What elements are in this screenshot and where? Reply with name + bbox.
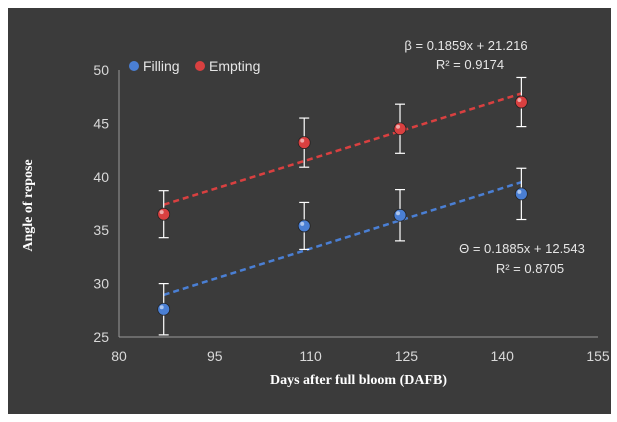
data-point-highlight bbox=[300, 138, 305, 143]
legend-marker-filling bbox=[129, 61, 139, 71]
data-point-filling bbox=[297, 219, 311, 233]
data-point-filling bbox=[514, 187, 528, 201]
trendline-filling bbox=[163, 180, 522, 297]
data-points bbox=[157, 95, 528, 316]
data-point-empting bbox=[157, 207, 171, 221]
data-point-empting bbox=[514, 95, 528, 109]
data-point-empting bbox=[297, 136, 311, 150]
legend-marker-empting bbox=[195, 61, 205, 71]
x-tick-label: 110 bbox=[299, 348, 322, 364]
y-tick-label: 35 bbox=[93, 222, 109, 238]
x-axis-title: Days after full bloom (DAFB) bbox=[270, 373, 447, 388]
y-tick-label: 45 bbox=[93, 115, 109, 131]
x-tick-label: 95 bbox=[207, 348, 223, 364]
y-axis-title: Angle of repose bbox=[21, 159, 36, 251]
y-tick-label: 30 bbox=[93, 276, 109, 292]
x-tick-label: 125 bbox=[395, 348, 419, 364]
y-tick-label: 25 bbox=[93, 329, 109, 345]
tick-labels: 80 95 110 125 140 155 25 30 35 40 45 50 bbox=[93, 62, 609, 364]
data-point-empting bbox=[393, 122, 407, 136]
data-point-filling bbox=[157, 302, 171, 316]
data-point-highlight bbox=[159, 210, 164, 215]
data-point-highlight bbox=[396, 124, 401, 129]
legend-label-empting: Empting bbox=[209, 58, 260, 74]
x-tick-label: 80 bbox=[111, 348, 127, 364]
trendline-empting bbox=[163, 92, 522, 206]
trendline-equation-filling: Θ = 0.1885x + 12.543 bbox=[459, 241, 585, 256]
legend-label-filling: Filling bbox=[143, 58, 180, 74]
y-tick-label: 50 bbox=[93, 62, 109, 78]
data-point-highlight bbox=[300, 221, 305, 226]
axes bbox=[118, 70, 598, 338]
equation-filling: Θ = 0.1885x + 12.543 R² = 0.8705 bbox=[459, 241, 585, 276]
chart-background bbox=[8, 8, 611, 414]
equation-empting: β = 0.1859x + 21.216 R² = 0.9174 bbox=[404, 38, 527, 72]
x-tick-label: 155 bbox=[586, 348, 610, 364]
y-tick-label: 40 bbox=[93, 169, 109, 185]
trendline-r2-filling: R² = 0.8705 bbox=[496, 261, 564, 276]
trendlines bbox=[163, 92, 522, 297]
data-point-highlight bbox=[517, 189, 522, 194]
data-point-filling bbox=[393, 208, 407, 222]
trendline-equation-empting: β = 0.1859x + 21.216 bbox=[404, 38, 527, 53]
data-point-highlight bbox=[517, 98, 522, 103]
data-point-highlight bbox=[159, 305, 164, 310]
legend: Filling Empting bbox=[129, 58, 260, 74]
data-point-highlight bbox=[396, 211, 401, 216]
error-bars bbox=[158, 76, 527, 336]
x-tick-label: 140 bbox=[491, 348, 515, 364]
trendline-r2-empting: R² = 0.9174 bbox=[436, 57, 504, 72]
